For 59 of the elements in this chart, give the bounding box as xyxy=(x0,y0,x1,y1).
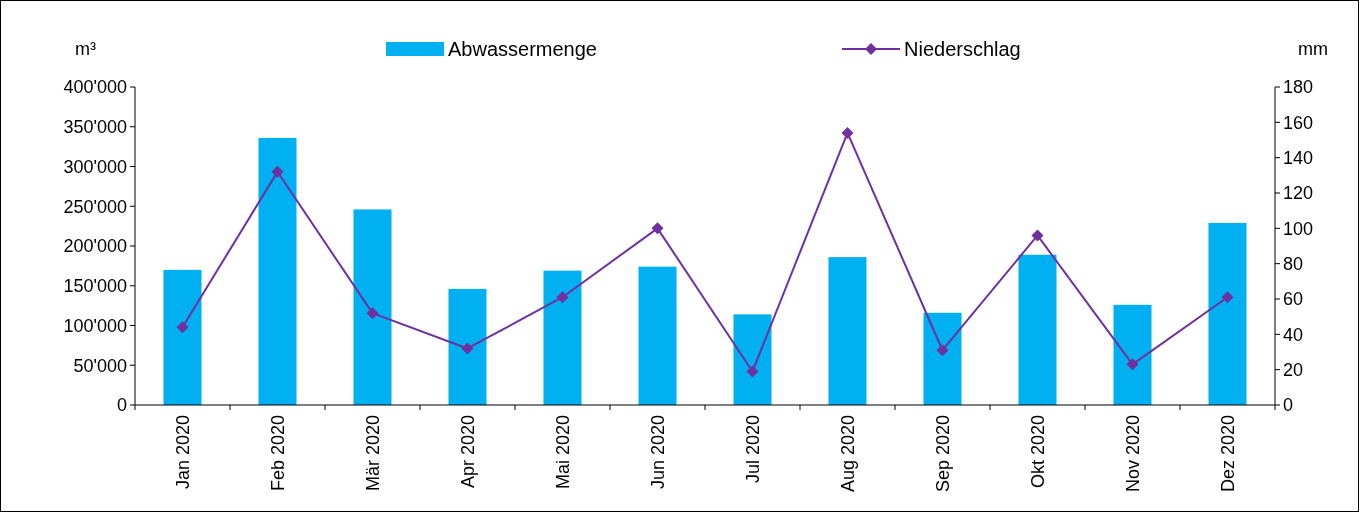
y-tick-label: 100'000 xyxy=(63,315,127,336)
legend-label: Niederschlag xyxy=(904,38,1021,60)
y2-tick-label: 40 xyxy=(1283,324,1304,345)
bar xyxy=(733,314,772,405)
point xyxy=(271,165,284,178)
x-tick-label: Feb 2020 xyxy=(267,415,288,492)
point xyxy=(651,222,664,235)
y-tick-label: 150'000 xyxy=(63,276,127,297)
x-tick-label: Nov 2020 xyxy=(1122,415,1143,493)
bar xyxy=(353,209,392,405)
y2-tick-label: 60 xyxy=(1283,289,1304,310)
bar xyxy=(163,269,202,405)
bar xyxy=(1018,254,1057,405)
point xyxy=(461,342,474,355)
x-tick-label: Jun 2020 xyxy=(647,415,668,490)
y-tick-label: 50'000 xyxy=(73,355,127,376)
x-tick-label: Dez 2020 xyxy=(1217,415,1238,493)
x-tick-label: Sep 2020 xyxy=(932,415,953,493)
x-tick-label: Aug 2020 xyxy=(837,415,858,493)
point xyxy=(841,126,854,139)
y2-axis-title: mm xyxy=(1298,39,1328,59)
x-tick-label: Mär 2020 xyxy=(362,415,383,492)
bar xyxy=(638,266,677,405)
legend-label: Abwassermenge xyxy=(448,38,597,60)
y-axis-title: m³ xyxy=(75,39,96,59)
x-tick-label: Apr 2020 xyxy=(457,415,478,489)
bar xyxy=(543,270,582,405)
bar xyxy=(828,257,867,405)
y-tick-label: 0 xyxy=(116,395,127,416)
y-tick-label: 250'000 xyxy=(63,196,127,217)
y-tick-label: 300'000 xyxy=(63,156,127,177)
x-tick-label: Jan 2020 xyxy=(172,415,193,490)
bar xyxy=(923,312,962,405)
y2-tick-label: 20 xyxy=(1283,359,1304,380)
y2-tick-label: 80 xyxy=(1283,253,1304,274)
point xyxy=(1126,358,1139,371)
point xyxy=(366,307,379,320)
bar xyxy=(258,137,297,405)
y2-tick-label: 140 xyxy=(1283,147,1314,168)
point xyxy=(1221,291,1234,304)
x-tick-label: Okt 2020 xyxy=(1027,415,1048,489)
point xyxy=(746,365,759,378)
y-tick-label: 400'000 xyxy=(63,77,127,98)
x-tick-label: Mai 2020 xyxy=(552,415,573,490)
point xyxy=(176,321,189,334)
bar xyxy=(448,288,487,405)
bar xyxy=(1113,304,1152,405)
x-tick-label: Jul 2020 xyxy=(742,415,763,484)
bar xyxy=(1208,222,1247,405)
y2-tick-label: 0 xyxy=(1283,395,1294,416)
y2-tick-label: 120 xyxy=(1283,183,1314,204)
y2-tick-label: 180 xyxy=(1283,77,1314,98)
y2-tick-label: 160 xyxy=(1283,112,1314,133)
point xyxy=(1031,229,1044,242)
point xyxy=(936,344,949,357)
y-tick-label: 350'000 xyxy=(63,117,127,138)
y-tick-label: 200'000 xyxy=(63,236,127,257)
point xyxy=(556,291,569,304)
y2-tick-label: 100 xyxy=(1283,218,1314,239)
